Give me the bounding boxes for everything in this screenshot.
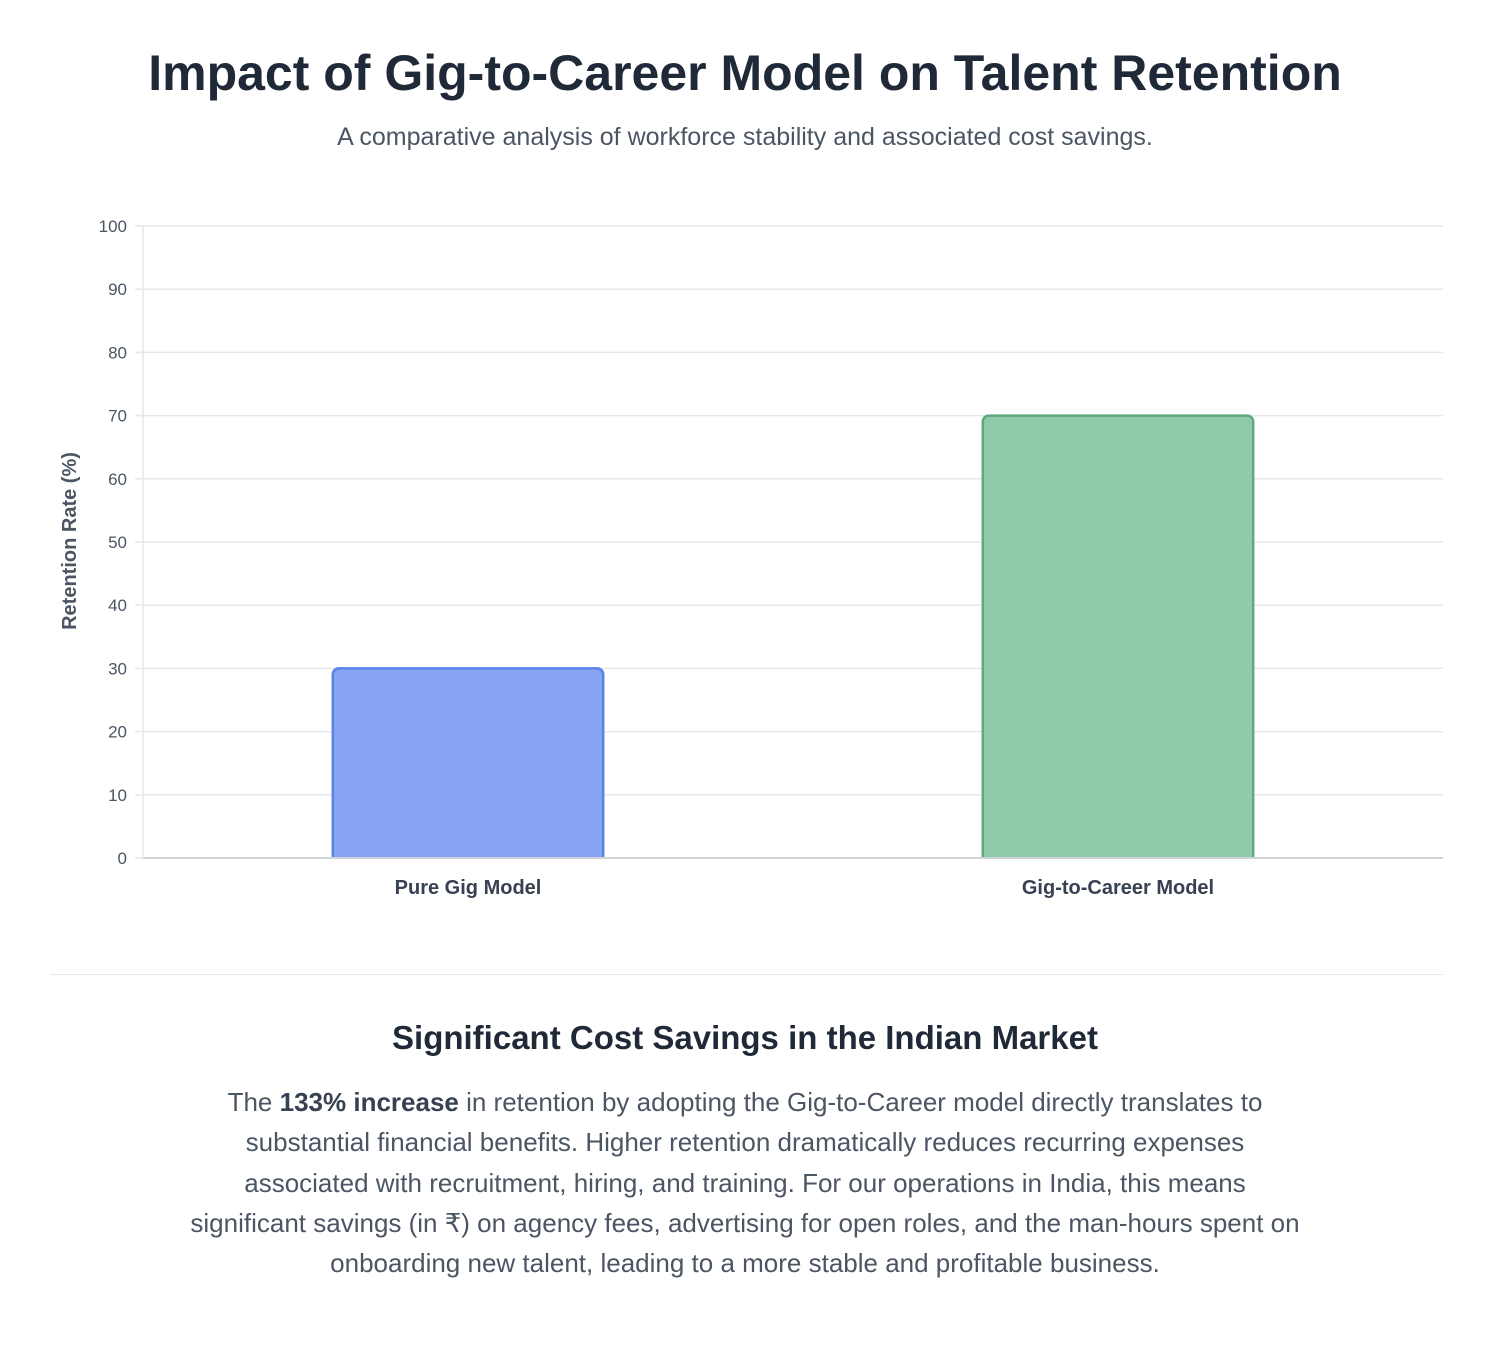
bars (331, 414, 1255, 864)
x-tick-label: Pure Gig Model (395, 877, 542, 899)
y-tick-label: 70 (108, 407, 127, 426)
y-tick-label: 30 (108, 659, 127, 678)
savings-text-after: in retention by adopting the Gig-to-Care… (190, 1087, 1300, 1279)
y-tick-label: 90 (108, 280, 127, 299)
y-tick-label: 100 (99, 217, 127, 236)
savings-paragraph: The 133% increase in retention by adopti… (185, 1082, 1305, 1283)
y-tick-label: 60 (108, 470, 127, 489)
x-tick-label: Gig-to-Career Model (1022, 877, 1214, 899)
section-divider (50, 974, 1443, 975)
retention-bar-chart: 0 10 20 30 40 50 60 70 80 90 100 Pure Gig Model Gig… (59, 217, 1443, 899)
y-axis-label: Retention Rate (%) (59, 452, 81, 630)
axes (142, 226, 1443, 867)
x-axis-labels: Pure Gig Model Gig-to-Career Model (395, 877, 1214, 899)
y-axis-ticks: 0 10 20 30 40 50 60 70 80 90 100 (99, 217, 127, 868)
y-tick-label: 80 (108, 343, 127, 362)
y-tick-label: 40 (108, 596, 127, 615)
y-tick-label: 50 (108, 533, 127, 552)
y-tick-label: 10 (108, 786, 127, 805)
bar (981, 414, 1255, 864)
page-subtitle: A comparative analysis of workforce stab… (337, 123, 1153, 151)
bar (331, 667, 605, 864)
savings-highlight: 133% increase (279, 1087, 459, 1117)
savings-text-before: The (227, 1087, 280, 1117)
y-tick-label: 20 (108, 723, 127, 742)
y-tick-label: 0 (118, 849, 127, 868)
page-title: Impact of Gig-to-Career Model on Talent … (148, 45, 1342, 101)
baseline-mask (143, 859, 1443, 867)
savings-title: Significant Cost Savings in the Indian M… (392, 1019, 1098, 1056)
